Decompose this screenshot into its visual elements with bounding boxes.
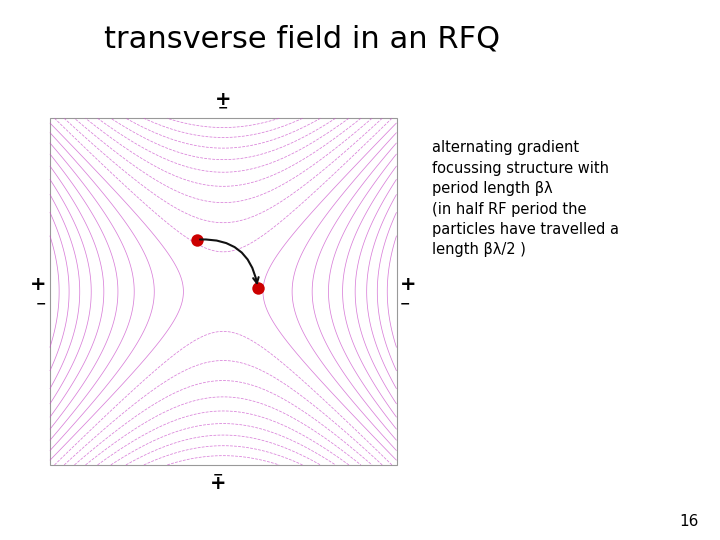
Text: −: − — [36, 297, 46, 310]
Point — [252, 284, 264, 293]
Text: −: − — [400, 297, 410, 310]
Text: −: − — [218, 102, 228, 115]
Text: alternating gradient
focussing structure with
period length βλ
(in half RF perio: alternating gradient focussing structure… — [432, 140, 619, 258]
Text: 16: 16 — [679, 514, 698, 529]
Text: +: + — [215, 90, 231, 109]
Text: +: + — [30, 275, 46, 294]
Text: transverse field in an RFQ: transverse field in an RFQ — [104, 24, 500, 53]
Text: +: + — [210, 475, 226, 494]
Text: +: + — [400, 275, 416, 294]
Point — [192, 235, 203, 244]
Text: −: − — [212, 468, 223, 481]
